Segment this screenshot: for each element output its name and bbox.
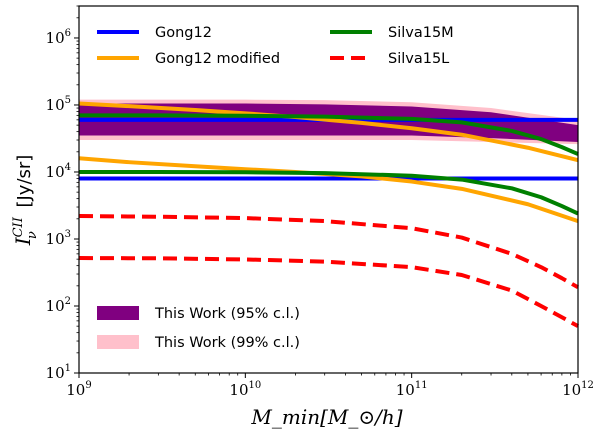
model-lines xyxy=(78,101,579,328)
legend-label-3: Silva15L xyxy=(388,51,449,67)
series-line-4 xyxy=(79,169,579,216)
legend-models: Gong12 Gong12 modified Silva15M Silva15L xyxy=(97,25,454,67)
legend-band-label-0: This Work (95% c.l.) xyxy=(154,306,300,322)
series-line-6 xyxy=(78,214,579,290)
legend-band-swatch-0 xyxy=(97,306,139,320)
plot-frame xyxy=(78,5,579,374)
x-tick-label-3: 1012 xyxy=(562,380,594,399)
legend-label-0: Gong12 xyxy=(155,25,212,41)
x-tick-label-2: 1011 xyxy=(396,380,428,399)
series-line-2 xyxy=(78,156,579,223)
x-axis-label: M_min[M_⊙/h] xyxy=(250,405,402,429)
y-tick-label-3: 104 xyxy=(46,162,71,181)
y-axis-ticks: 101 102 103 104 105 106 xyxy=(46,5,79,382)
series-line-5 xyxy=(79,113,579,156)
y-tick-label-4: 105 xyxy=(46,95,71,114)
series-line-3 xyxy=(78,101,579,163)
series-line-7 xyxy=(78,256,579,328)
legend-this-work: This Work (95% c.l.) This Work (99% c.l.) xyxy=(97,306,300,351)
legend-label-2: Silva15M xyxy=(388,25,454,41)
y-tick-label-2: 103 xyxy=(46,229,71,248)
legend-band-label-1: This Work (99% c.l.) xyxy=(154,335,300,351)
x-tick-label-0: 109 xyxy=(66,380,91,399)
x-axis-ticks: 109 1010 1011 1012 xyxy=(66,373,594,399)
y-tick-label-1: 102 xyxy=(46,296,71,315)
x-tick-label-1: 1010 xyxy=(229,380,261,399)
y-tick-label-0: 101 xyxy=(46,363,71,382)
y-axis-label: ICIIν [Jy/sr] xyxy=(11,155,40,247)
legend-band-swatch-1 xyxy=(97,335,139,349)
legend-label-1: Gong12 modified xyxy=(155,51,280,67)
y-tick-label-5: 106 xyxy=(46,28,71,47)
